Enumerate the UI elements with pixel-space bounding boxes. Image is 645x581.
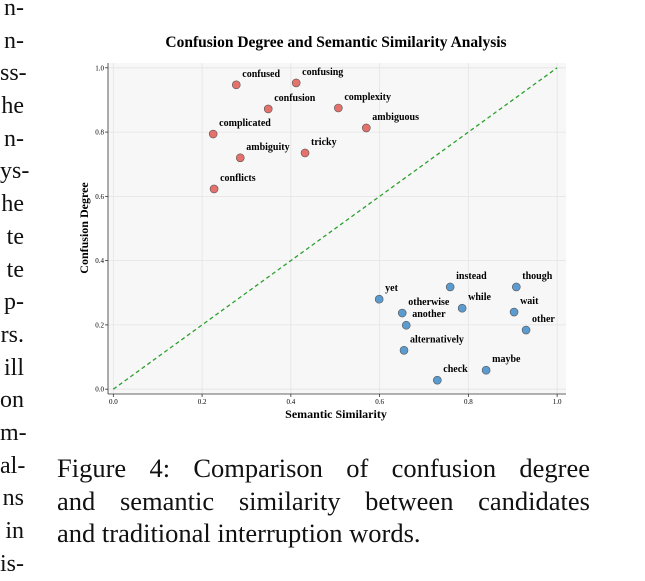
x-tick-label: 1.0 xyxy=(553,398,562,406)
point xyxy=(521,325,531,335)
point xyxy=(374,294,384,304)
point xyxy=(399,345,409,355)
text-fragment: n- xyxy=(4,27,24,54)
point xyxy=(263,104,273,114)
figure-caption: Figure 4: Comparison of confusion degree… xyxy=(57,452,590,550)
point xyxy=(209,184,219,194)
point-label: check xyxy=(443,364,468,375)
text-fragment: on xyxy=(0,387,24,414)
text-fragment: m- xyxy=(0,419,27,446)
point xyxy=(432,375,442,385)
text-fragment: ss- xyxy=(0,60,27,87)
point xyxy=(511,282,521,292)
point xyxy=(291,78,301,88)
reference-line xyxy=(112,67,558,390)
caption-line: and traditional interruption words. xyxy=(57,518,421,549)
y-axis-label: Confusion Degree xyxy=(77,182,91,274)
point xyxy=(457,303,467,313)
text-fragment: te xyxy=(6,223,24,250)
point-label: though xyxy=(522,271,552,282)
caption-line: and semantic similarity between candidat… xyxy=(57,485,590,516)
point-label: confused xyxy=(242,69,280,80)
point-label: yet xyxy=(385,283,398,294)
y-tick-label: 0.6 xyxy=(95,193,104,201)
text-fragment: in xyxy=(5,518,24,544)
point xyxy=(509,307,519,317)
point xyxy=(445,282,455,292)
text-fragment: rs. xyxy=(0,321,24,348)
point-label: alternatively xyxy=(410,334,464,345)
point-label: instead xyxy=(456,271,487,282)
point-label: ambiguous xyxy=(372,112,419,123)
point-label: ambiguity xyxy=(246,142,289,153)
point xyxy=(334,103,343,113)
text-fragment: ill xyxy=(3,354,24,381)
caption-line: Figure 4: Comparison of confusion degree xyxy=(57,453,590,483)
y-tick-label: 0.4 xyxy=(95,257,104,265)
point xyxy=(208,129,218,139)
point xyxy=(481,365,491,375)
text-fragment: al- xyxy=(0,452,26,479)
point-label: tricky xyxy=(311,137,337,148)
chart: Confusion Degree and Semantic Similarity… xyxy=(77,34,566,421)
x-tick-label: 0.6 xyxy=(375,398,384,406)
point-label: another xyxy=(412,309,446,320)
point xyxy=(231,80,241,90)
point xyxy=(401,320,411,330)
point-label: wait xyxy=(520,296,539,307)
x-tick-label: 0.4 xyxy=(286,398,295,406)
text-fragment: is- xyxy=(0,550,24,577)
point xyxy=(361,123,371,133)
point-label: confusion xyxy=(274,93,316,104)
point-label: while xyxy=(468,292,491,303)
plot-area xyxy=(108,63,566,394)
x-tick-label: 0.2 xyxy=(198,398,207,406)
point-label: complexity xyxy=(344,92,391,103)
point-label: otherwise xyxy=(408,297,450,308)
text-fragment: p- xyxy=(4,289,24,316)
y-tick-label: 0.0 xyxy=(95,386,104,394)
point-label: other xyxy=(532,314,555,325)
text-fragment: ns xyxy=(2,485,24,512)
x-axis-label: Semantic Similarity xyxy=(285,407,387,421)
y-tick-label: 0.8 xyxy=(95,129,104,137)
point xyxy=(397,308,407,318)
text-fragment: he xyxy=(1,93,24,120)
chart-title: Confusion Degree and Semantic Similarity… xyxy=(165,34,506,51)
x-tick-label: 0.8 xyxy=(464,398,473,406)
text-fragment: n- xyxy=(4,0,24,21)
y-tick-label: 1.0 xyxy=(95,64,104,72)
x-tick-label: 0.0 xyxy=(109,398,118,406)
text-fragment: n- xyxy=(4,125,24,152)
point xyxy=(235,153,245,163)
point xyxy=(300,148,310,158)
point-label: conflicts xyxy=(220,173,256,184)
text-fragment: he xyxy=(1,191,24,218)
y-tick-label: 0.2 xyxy=(95,321,104,329)
point-label: complicated xyxy=(219,118,271,129)
point-label: confusing xyxy=(302,67,343,78)
point-label: maybe xyxy=(492,354,521,365)
text-fragment: te xyxy=(6,256,24,283)
